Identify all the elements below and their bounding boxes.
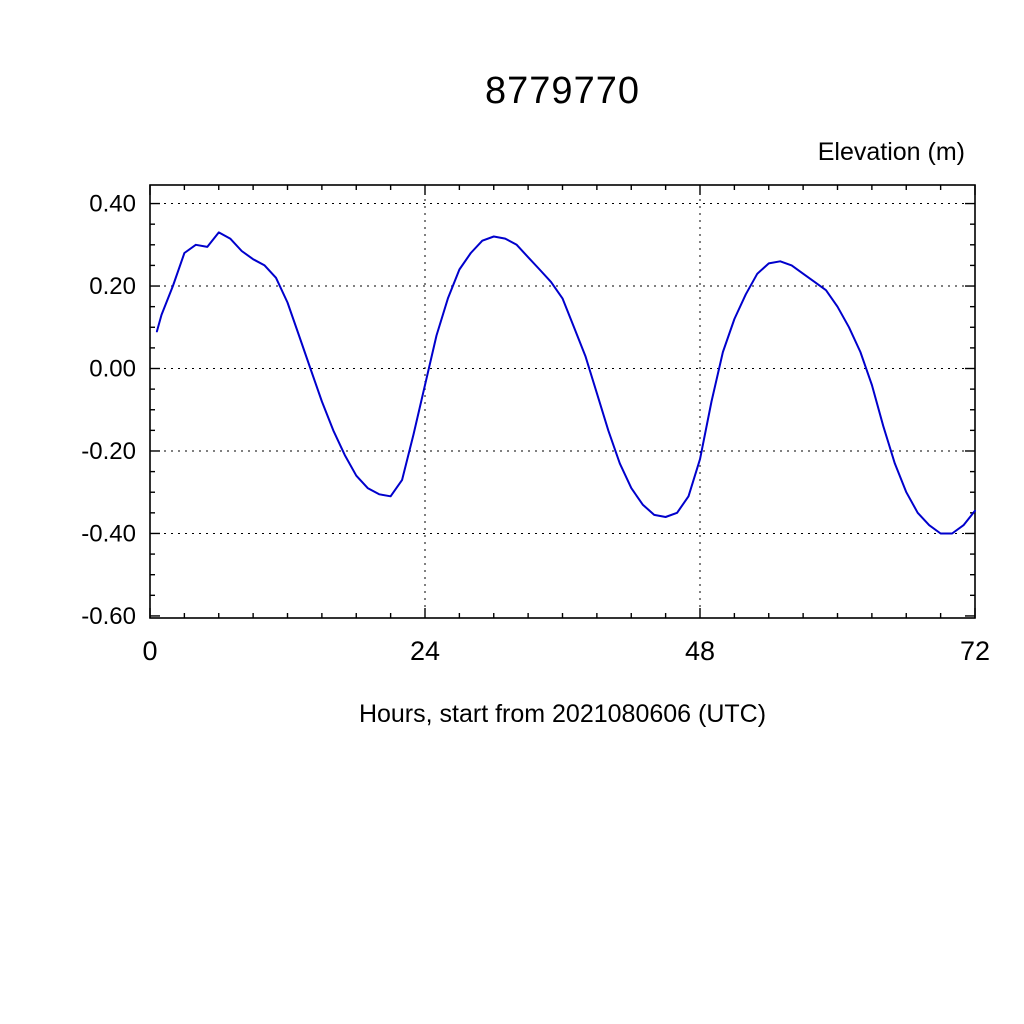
y-tick-label: 0.00 bbox=[89, 356, 136, 383]
x-tick-label: 72 bbox=[960, 636, 990, 666]
y-tick-label: 0.40 bbox=[89, 191, 136, 218]
y-tick-label: -0.60 bbox=[81, 603, 136, 630]
y-tick-label: 0.20 bbox=[89, 273, 136, 300]
x-tick-label: 0 bbox=[142, 636, 157, 666]
x-tick-label: 48 bbox=[685, 636, 715, 666]
chart-title: 8779770 bbox=[485, 70, 640, 112]
y-axis-title: Elevation (m) bbox=[817, 138, 965, 166]
x-axis-title: Hours, start from 2021080606 (UTC) bbox=[358, 700, 767, 728]
elevation-line bbox=[155, 231, 976, 535]
y-tick-label: -0.20 bbox=[81, 438, 136, 465]
plot-frame bbox=[149, 184, 976, 619]
y-tick-label: -0.40 bbox=[81, 520, 136, 547]
x-tick-label: 24 bbox=[410, 636, 440, 666]
